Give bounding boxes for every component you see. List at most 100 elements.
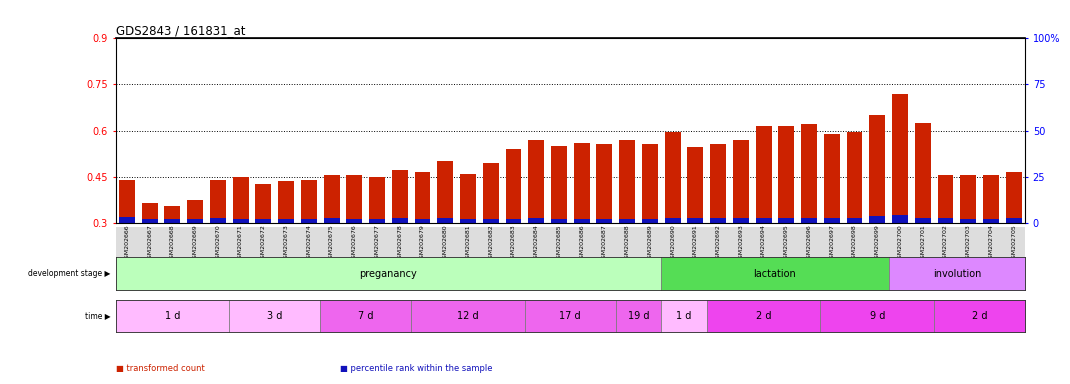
- Bar: [210, 218, 226, 223]
- Bar: [574, 143, 590, 223]
- Bar: [119, 180, 135, 223]
- Bar: [232, 219, 248, 223]
- Bar: [483, 219, 499, 223]
- Bar: [983, 175, 999, 223]
- Bar: [141, 219, 157, 223]
- Bar: [232, 177, 248, 223]
- Text: 1 d: 1 d: [165, 311, 180, 321]
- Bar: [278, 181, 294, 223]
- Bar: [616, 300, 661, 332]
- Bar: [323, 218, 339, 223]
- Bar: [301, 180, 317, 223]
- Bar: [661, 300, 707, 332]
- Bar: [687, 218, 703, 223]
- Bar: [596, 144, 612, 223]
- Bar: [846, 218, 862, 223]
- Text: 19 d: 19 d: [628, 311, 649, 321]
- Bar: [392, 170, 408, 223]
- Bar: [596, 219, 612, 223]
- Bar: [733, 140, 749, 223]
- Bar: [392, 218, 408, 223]
- Bar: [256, 219, 272, 223]
- Text: 3 d: 3 d: [268, 311, 282, 321]
- Bar: [892, 94, 908, 223]
- Bar: [505, 219, 521, 223]
- Bar: [801, 124, 817, 223]
- Bar: [934, 300, 1025, 332]
- Text: lactation: lactation: [753, 268, 796, 279]
- Bar: [733, 218, 749, 223]
- Bar: [869, 216, 885, 223]
- Bar: [438, 161, 454, 223]
- Bar: [937, 175, 953, 223]
- Text: involution: involution: [933, 268, 981, 279]
- Bar: [824, 218, 840, 223]
- Text: 2 d: 2 d: [972, 311, 988, 321]
- Bar: [620, 140, 636, 223]
- Bar: [414, 172, 430, 223]
- Bar: [960, 219, 976, 223]
- Bar: [915, 123, 931, 223]
- Bar: [661, 257, 889, 290]
- Bar: [369, 219, 385, 223]
- Text: 2 d: 2 d: [755, 311, 771, 321]
- Bar: [889, 257, 1025, 290]
- Bar: [892, 215, 908, 223]
- Bar: [778, 218, 794, 223]
- Bar: [846, 132, 862, 223]
- Bar: [710, 144, 727, 223]
- Bar: [687, 147, 703, 223]
- Bar: [801, 218, 817, 223]
- Bar: [119, 217, 135, 223]
- Bar: [141, 203, 157, 223]
- Bar: [642, 219, 658, 223]
- Bar: [323, 175, 339, 223]
- Bar: [1006, 218, 1022, 223]
- Text: 9 d: 9 d: [870, 311, 885, 321]
- Text: GDS2843 / 161831_at: GDS2843 / 161831_at: [116, 24, 245, 37]
- Text: 7 d: 7 d: [358, 311, 373, 321]
- Bar: [347, 219, 363, 223]
- Bar: [116, 257, 661, 290]
- Bar: [256, 184, 272, 223]
- Bar: [551, 146, 567, 223]
- Bar: [778, 126, 794, 223]
- Bar: [210, 180, 226, 223]
- Bar: [438, 218, 454, 223]
- Bar: [915, 218, 931, 223]
- Bar: [642, 144, 658, 223]
- Bar: [755, 218, 771, 223]
- Bar: [755, 126, 771, 223]
- Text: ■ percentile rank within the sample: ■ percentile rank within the sample: [340, 364, 493, 373]
- Text: time ▶: time ▶: [85, 311, 110, 320]
- Text: development stage ▶: development stage ▶: [28, 269, 110, 278]
- Bar: [411, 300, 525, 332]
- Bar: [529, 140, 545, 223]
- Bar: [229, 300, 320, 332]
- Bar: [710, 218, 727, 223]
- Bar: [414, 219, 430, 223]
- Bar: [483, 163, 499, 223]
- Bar: [983, 219, 999, 223]
- Bar: [664, 218, 681, 223]
- Bar: [551, 219, 567, 223]
- Bar: [960, 175, 976, 223]
- Text: 12 d: 12 d: [457, 311, 478, 321]
- Bar: [369, 177, 385, 223]
- Text: ■ transformed count: ■ transformed count: [116, 364, 204, 373]
- Bar: [460, 219, 476, 223]
- Bar: [529, 218, 545, 223]
- Bar: [301, 219, 317, 223]
- Bar: [116, 300, 229, 332]
- Bar: [187, 219, 203, 223]
- Bar: [707, 300, 821, 332]
- Bar: [347, 175, 363, 223]
- Bar: [187, 200, 203, 223]
- Bar: [869, 115, 885, 223]
- Bar: [320, 300, 411, 332]
- Bar: [278, 219, 294, 223]
- Text: preganancy: preganancy: [360, 268, 417, 279]
- Bar: [1006, 172, 1022, 223]
- Bar: [505, 149, 521, 223]
- Bar: [620, 219, 636, 223]
